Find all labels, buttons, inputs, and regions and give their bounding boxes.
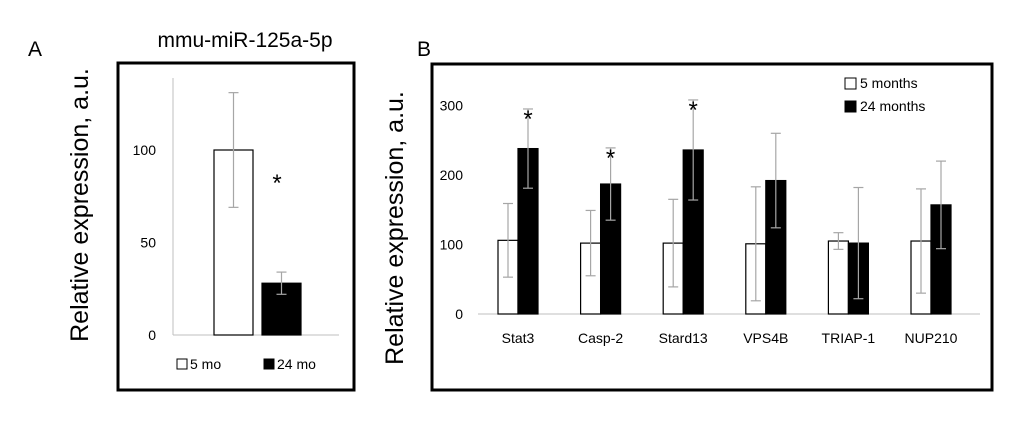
legend-label-24-mo: 24 mo [277, 356, 316, 372]
y-tick-label: 0 [148, 327, 156, 343]
y-tick-label: 0 [455, 306, 463, 322]
panel-a: A mmu-miR-125a-5p Relative expression, a… [28, 29, 356, 392]
significance-star-stard13: * [689, 97, 698, 124]
x-tick-label-stard13: Stard13 [659, 330, 708, 346]
panel-a-frame [116, 61, 356, 392]
panel-b-letter: B [417, 38, 431, 61]
y-tick-label: 100 [133, 142, 157, 158]
y-tick-label: 200 [440, 167, 464, 183]
bar-triap-1-5-months [827, 240, 850, 315]
panel-a-title: mmu-miR-125a-5p [157, 29, 332, 52]
x-tick-label-casp-2: Casp-2 [578, 330, 623, 346]
legend-swatch-24-mo [263, 358, 275, 370]
panel-a-y-label: Relative expression, a.u. [66, 68, 94, 342]
legend-label-5-mo: 5 mo [190, 356, 221, 372]
legend-label-5-months: 5 months [860, 75, 918, 91]
legend-label-24-months: 24 months [860, 98, 925, 114]
panel-b-frame [430, 62, 994, 392]
panel-b-y-label: Relative expression, a.u. [381, 91, 409, 365]
significance-star-stat3: * [523, 106, 532, 133]
panel-b: B Relative expression, a.u. 0 100 200 300 S… [381, 38, 994, 392]
x-tick-label-stat3: Stat3 [502, 330, 535, 346]
x-tick-label-vps4b: VPS4B [743, 330, 788, 346]
y-tick-label: 100 [440, 237, 464, 253]
y-tick-label: 50 [140, 235, 156, 251]
legend-swatch-5-mo [176, 358, 188, 370]
legend-swatch-5-months [844, 77, 857, 90]
legend-swatch-24-months [844, 100, 857, 113]
x-tick-label-triap-1: TRIAP-1 [822, 330, 876, 346]
x-tick-label-nup210: NUP210 [905, 330, 958, 346]
panel-a-letter: A [28, 38, 42, 61]
y-tick-label: 300 [440, 98, 464, 114]
significance-star-casp-2: * [606, 145, 615, 172]
significance-star: * [272, 170, 281, 197]
